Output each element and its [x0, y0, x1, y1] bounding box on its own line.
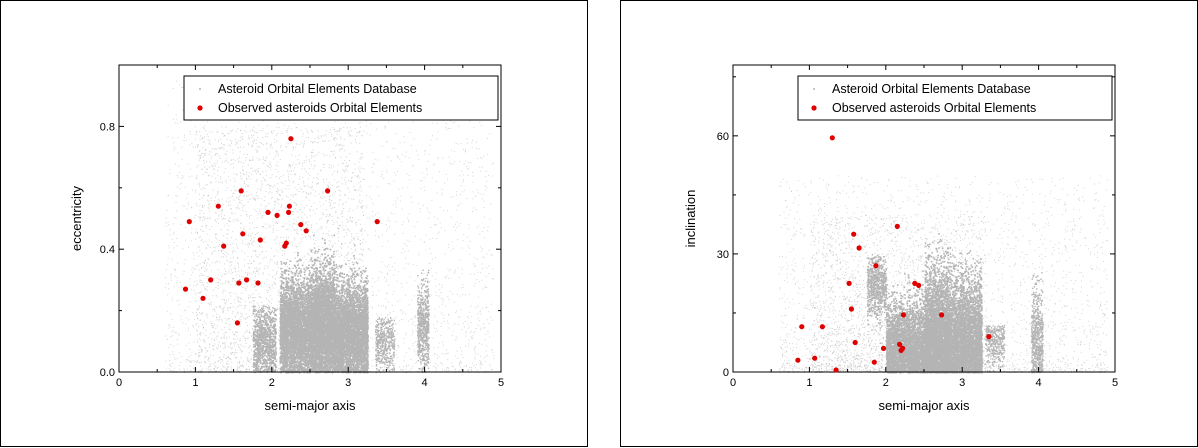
x-tick-label: 4	[1036, 377, 1042, 389]
chart-panel-eccentricity: 0 1 2 3 4 5 0.0 0.4 0.8 semi-major axis eccentrici…	[0, 0, 588, 447]
observed-point	[847, 281, 852, 286]
x-tick-label: 2	[883, 377, 889, 389]
observed-point	[187, 219, 192, 224]
legend-label-database: Asteroid Orbital Elements Database	[218, 82, 417, 96]
y-axis-label: inclination	[683, 190, 698, 248]
observed-point	[901, 312, 906, 317]
legend-label-observed: Observed asteroids Orbital Elements	[218, 101, 422, 115]
chart-inclination: 0 1 2 3 4 5 0 30 60 semi-major axis inclination Ast…	[621, 1, 1198, 448]
observed-point	[236, 280, 241, 285]
observed-point	[849, 306, 854, 311]
x-tick-label: 3	[959, 377, 965, 389]
observed-point	[795, 358, 800, 363]
x-tick-label: 0	[116, 377, 122, 389]
chart-panel-inclination: 0 1 2 3 4 5 0 30 60 semi-major axis inclination Ast…	[620, 0, 1198, 447]
legend-marker-observed	[197, 105, 202, 110]
observed-point	[834, 367, 839, 372]
database-point-cloud	[779, 175, 1108, 373]
observed-point	[255, 280, 260, 285]
observed-point	[240, 231, 245, 236]
observed-point	[265, 210, 270, 215]
x-tick-label: 0	[730, 377, 736, 389]
observed-point	[235, 320, 240, 325]
observed-point	[244, 277, 249, 282]
y-tick-label: 30	[717, 249, 729, 261]
observed-point	[857, 245, 862, 250]
observed-point	[286, 210, 291, 215]
observed-point	[298, 222, 303, 227]
observed-point	[799, 324, 804, 329]
chart-eccentricity: 0 1 2 3 4 5 0.0 0.4 0.8 semi-major axis eccentrici…	[1, 1, 589, 448]
observed-point	[375, 219, 380, 224]
legend-marker-database	[199, 88, 201, 90]
observed-point	[872, 360, 877, 365]
x-tick-label: 3	[345, 377, 351, 389]
observed-point	[304, 228, 309, 233]
observed-point	[258, 237, 263, 242]
x-tick-label: 5	[498, 377, 504, 389]
legend: Asteroid Orbital Elements Database Observ…	[798, 76, 1112, 120]
observed-point	[275, 213, 280, 218]
y-tick-label: 0.8	[100, 121, 115, 133]
x-tick-label: 4	[422, 377, 428, 389]
x-tick-label: 1	[192, 377, 198, 389]
observed-point	[284, 241, 289, 246]
x-tick-label: 1	[806, 377, 812, 389]
observed-point	[325, 188, 330, 193]
x-tick-label: 5	[1112, 377, 1118, 389]
observed-point	[881, 346, 886, 351]
y-axis-label: eccentricity	[69, 185, 84, 251]
observed-point	[916, 283, 921, 288]
x-axis-label: semi-major axis	[264, 398, 356, 413]
legend-label-database: Asteroid Orbital Elements Database	[832, 82, 1031, 96]
observed-point	[851, 232, 856, 237]
observed-point	[895, 224, 900, 229]
database-point-cloud	[165, 81, 494, 374]
observed-point	[853, 340, 858, 345]
observed-point	[183, 287, 188, 292]
observed-point	[208, 277, 213, 282]
legend-marker-observed	[811, 105, 816, 110]
legend-label-observed: Observed asteroids Orbital Elements	[832, 101, 1036, 115]
legend-marker-database	[813, 88, 815, 90]
observed-point	[288, 136, 293, 141]
observed-point	[900, 346, 905, 351]
observed-point	[830, 135, 835, 140]
observed-point	[873, 263, 878, 268]
observed-point	[287, 204, 292, 209]
y-tick-label: 0.4	[100, 244, 115, 256]
observed-point	[812, 356, 817, 361]
observed-point	[986, 334, 991, 339]
observed-point	[239, 188, 244, 193]
observed-point	[216, 204, 221, 209]
y-tick-label: 0.0	[100, 367, 115, 379]
legend: Asteroid Orbital Elements Database Observ…	[184, 76, 498, 120]
x-tick-label: 2	[269, 377, 275, 389]
y-tick-label: 60	[717, 131, 729, 143]
observed-point	[820, 324, 825, 329]
observed-point	[200, 296, 205, 301]
observed-point	[939, 312, 944, 317]
y-tick-label: 0	[723, 367, 729, 379]
observed-point	[221, 244, 226, 249]
x-axis-label: semi-major axis	[878, 398, 970, 413]
